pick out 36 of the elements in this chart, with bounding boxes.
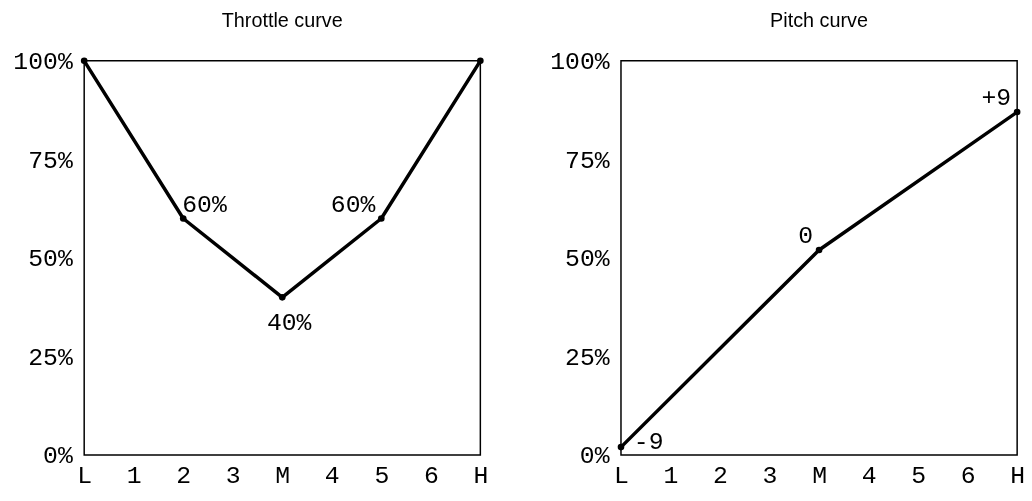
y-tick-label: 0% (43, 442, 73, 471)
y-tick-label: 75% (565, 146, 610, 175)
x-tick-label: 2 (713, 462, 728, 491)
chart-title: Throttle curve (221, 9, 343, 32)
x-tick-label: 4 (324, 462, 340, 491)
x-tick-label: H (1010, 462, 1026, 491)
y-tick-label: 50% (28, 245, 73, 274)
x-tick-label: 5 (911, 462, 927, 491)
y-tick-label: 50% (565, 245, 610, 274)
x-tick-label: 1 (663, 462, 679, 491)
x-tick-label: L (614, 462, 629, 491)
x-tick-label: 4 (861, 462, 877, 491)
data-label: 40% (266, 309, 312, 337)
x-tick-label: M (812, 462, 827, 491)
x-tick-label: 6 (423, 462, 439, 491)
chart-title: Pitch curve (770, 9, 869, 32)
x-tick-label: H (473, 462, 489, 491)
annotation: +9 (981, 84, 1012, 113)
annotation: -9 (633, 428, 664, 457)
x-tick-label: 5 (374, 462, 390, 491)
y-tick-label: 25% (28, 343, 73, 372)
x-tick-label: M (275, 462, 291, 491)
annotation: 0 (798, 222, 814, 251)
x-tick-label: 2 (176, 462, 192, 491)
y-tick-label: 0% (579, 442, 610, 471)
data-label: 60% (182, 190, 227, 219)
x-tick-label: 3 (762, 462, 778, 491)
y-tick-label: 100% (13, 48, 73, 77)
x-tick-label: L (77, 462, 93, 491)
y-tick-label: 25% (565, 343, 610, 372)
data-label: 60% (330, 190, 376, 219)
x-tick-label: 3 (225, 462, 241, 491)
y-tick-label: 100% (550, 48, 610, 77)
x-tick-label: 1 (126, 462, 142, 491)
x-tick-label: 6 (960, 462, 976, 491)
y-tick-label: 75% (28, 146, 73, 175)
